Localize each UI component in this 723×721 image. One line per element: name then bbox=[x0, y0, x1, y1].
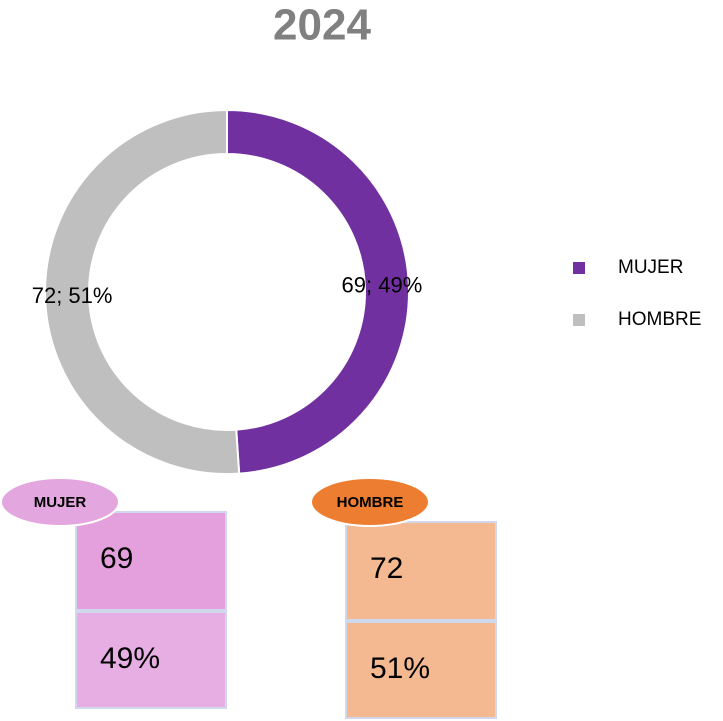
card-badge bbox=[0, 477, 120, 527]
card-share: 49% bbox=[100, 642, 160, 675]
data-label: 69; 49% bbox=[342, 273, 423, 298]
card-badge-label: MUJER bbox=[34, 494, 87, 511]
legend-swatch bbox=[573, 262, 585, 274]
chart-title: 2024 bbox=[273, 1, 371, 50]
legend-label: MUJER bbox=[618, 257, 683, 278]
card-share-box bbox=[75, 611, 227, 709]
donut-slice bbox=[44, 108, 241, 475]
card-count-box bbox=[345, 521, 497, 621]
donut-slice bbox=[226, 108, 410, 475]
card-count-box bbox=[75, 511, 227, 611]
legend-label: HOMBRE bbox=[618, 309, 701, 330]
card-badge bbox=[310, 477, 430, 527]
card-badge-label: HOMBRE bbox=[337, 494, 404, 511]
card-count: 72 bbox=[370, 552, 403, 585]
data-label: 72; 51% bbox=[32, 283, 113, 308]
card-count: 69 bbox=[100, 542, 133, 575]
card-share-box bbox=[345, 621, 497, 719]
legend-swatch bbox=[573, 314, 585, 326]
card-share: 51% bbox=[370, 652, 430, 685]
